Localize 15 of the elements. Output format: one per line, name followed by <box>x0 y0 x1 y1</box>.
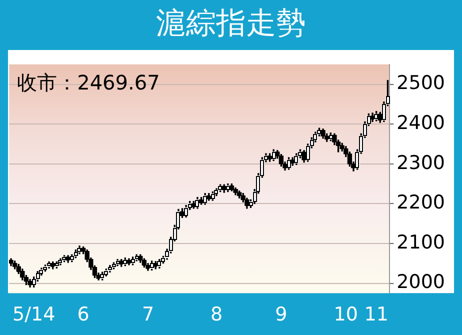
x-tick-label: 7 <box>142 304 154 326</box>
y-tick-label: 2100 <box>396 231 446 254</box>
y-tick-label: 2300 <box>396 152 446 174</box>
y-tick-label: 2500 <box>396 72 446 94</box>
x-tick-label: 8 <box>210 304 223 326</box>
x-tick-label: 9 <box>275 304 288 326</box>
y-tick-label: 2000 <box>396 271 446 294</box>
x-tick-label: 11 <box>364 304 388 326</box>
annotation: 收市：2469.67 <box>17 70 160 95</box>
y-tick-label: 2200 <box>396 192 446 214</box>
x-tick-label: 6 <box>77 304 90 326</box>
chart-title: 滬綜指走勢 <box>155 5 307 43</box>
y-tick-label: 2400 <box>396 112 446 134</box>
x-tick-label: 10 <box>334 304 358 326</box>
x-tick-label: 5/14 <box>12 304 56 326</box>
